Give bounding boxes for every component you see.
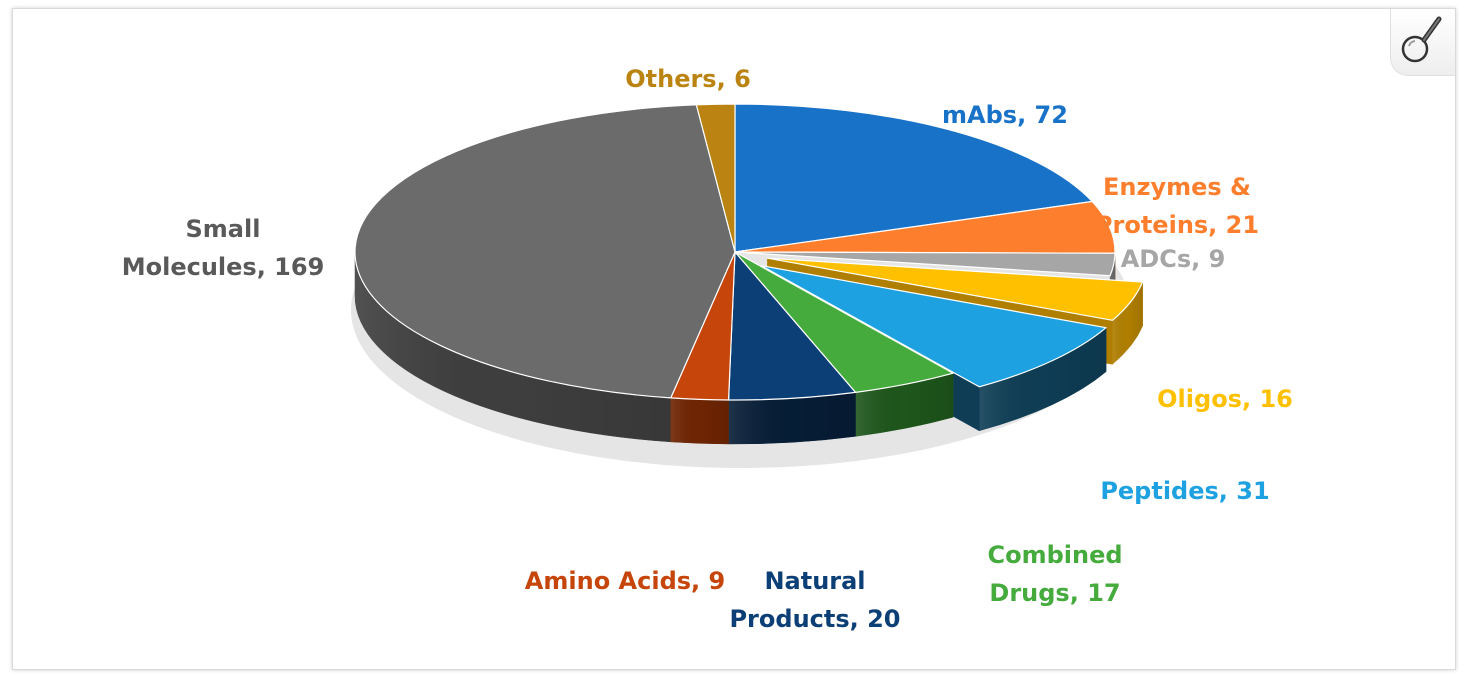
zoom-button[interactable] — [1390, 9, 1455, 76]
pie-chart: mAbs, 72 Enzymes & Proteins, 21 ADCs, 9 Olig… — [122, 65, 1293, 633]
pie-wall-shade-amino-acids — [670, 397, 729, 444]
data-label-adcs: ADCs, 9 — [1121, 245, 1226, 273]
pie-slice-adcs — [734, 251, 1116, 277]
pie-slice-oligos — [766, 257, 1144, 321]
pie-slice-mabs — [734, 103, 1093, 253]
data-label-amino-acids: Amino Acids, 9 — [525, 567, 725, 595]
data-label-oligos: Oligos, 16 — [1157, 385, 1293, 413]
data-label-enzymes-and-proteins: Enzymes & Proteins, 21 — [1095, 173, 1259, 239]
data-label-others: Others, 6 — [625, 65, 751, 93]
pie-slice-small-molecules — [354, 104, 736, 399]
data-label-natural-products: Natural Products, 20 — [729, 567, 900, 633]
pie-wall-shade-peptides — [979, 327, 1107, 431]
pie-slice-enzymes-and-proteins — [734, 200, 1116, 254]
pie-slice-peptides — [760, 264, 1107, 388]
pie-slice-others — [695, 103, 736, 253]
pie-wall-shade-natural-products — [728, 392, 856, 445]
pie-wall-shade-oligos — [1112, 281, 1143, 365]
data-label-small-molecules: Small Molecules, 169 — [122, 215, 325, 281]
pie-wall-shade-small-molecules — [355, 252, 671, 442]
data-label-peptides: Peptides, 31 — [1100, 477, 1269, 505]
data-label-combined-drugs: Combined Drugs, 17 — [987, 541, 1122, 607]
data-label-mabs: mAbs, 72 — [942, 101, 1068, 129]
magnifier-icon — [1401, 16, 1442, 63]
chart-frame: mAbs, 72 Enzymes & Proteins, 21 ADCs, 9 Olig… — [12, 8, 1456, 670]
